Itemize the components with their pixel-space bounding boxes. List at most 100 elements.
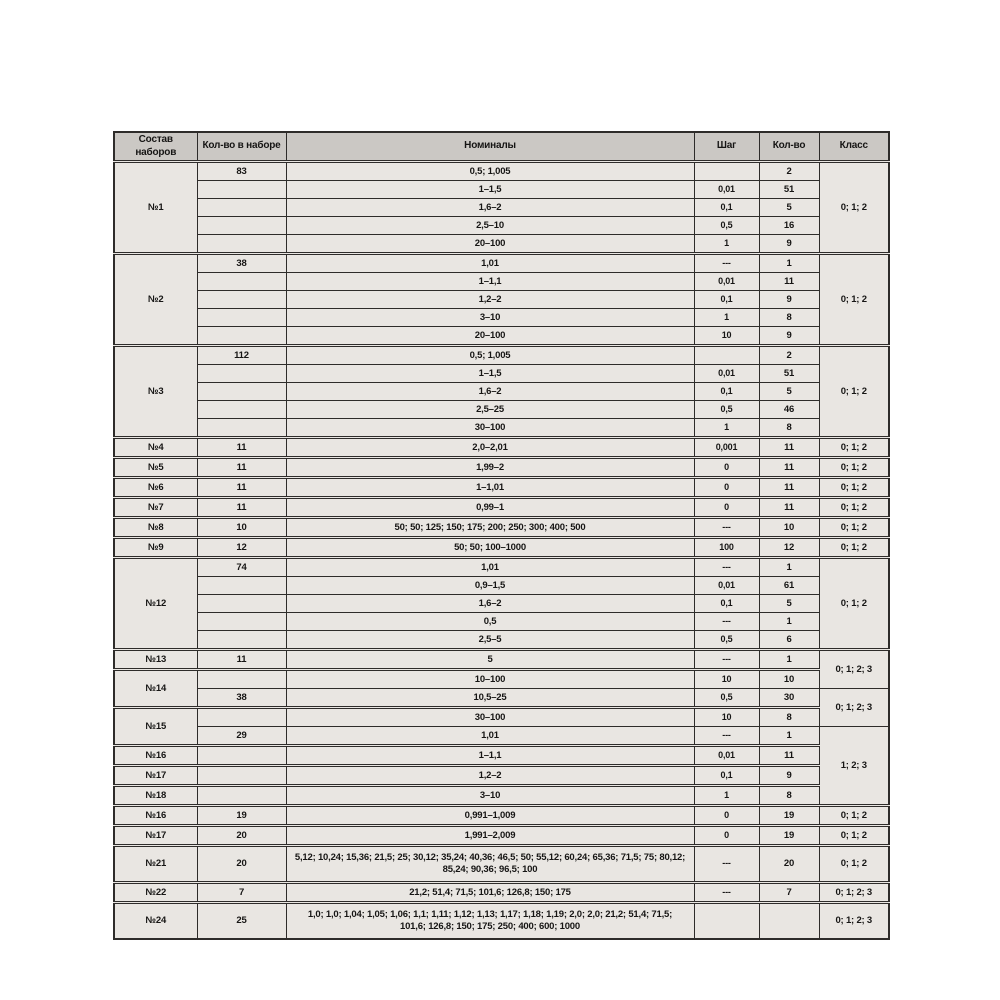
cell-step <box>693 901 760 940</box>
cell-count: 46 <box>758 400 820 419</box>
cell-count: 11 <box>758 744 820 766</box>
cell-count: 9 <box>758 234 820 254</box>
cell-qty-in-set: 20 <box>196 844 287 883</box>
table-row: №9 12 50; 50; 100–1000 100 12 0; 1; 2 <box>113 536 890 558</box>
cell-count: 5 <box>758 382 820 401</box>
cell-nominals: 30–100 <box>285 706 695 727</box>
cell-set-number: №17 <box>113 764 198 786</box>
cell-qty-in-set <box>196 290 287 309</box>
table-row: 20–100 1 9 <box>114 234 889 254</box>
cell-class: 1; 2; 3 <box>818 726 890 806</box>
cell-set-number: №3 <box>113 344 198 438</box>
cell-count: 51 <box>758 180 820 199</box>
cell-nominals: 20–100 <box>285 326 695 346</box>
cell-step: 0,1 <box>693 290 760 309</box>
cell-step: 0 <box>693 496 760 518</box>
cell-class: 0; 1; 2 <box>818 536 890 558</box>
cell-step: 0,1 <box>693 764 760 786</box>
cell-nominals: 1–1,1 <box>285 272 695 291</box>
cell-nominals: 0,5 <box>285 612 695 631</box>
table-row: 2,5–25 0,5 46 <box>114 400 889 419</box>
cell-set-number: №17 <box>113 824 198 846</box>
cell-set-number: №4 <box>113 436 198 458</box>
cell-step: 0,5 <box>693 630 760 650</box>
cell-step: 0,5 <box>693 688 760 708</box>
cell-qty-in-set: 19 <box>196 804 287 826</box>
cell-class: 0; 1; 2 <box>818 161 890 254</box>
cell-nominals: 10–100 <box>285 668 695 689</box>
table-body: №1 83 0,5; 1,005 2 0; 1; 2 1–1,5 0,01 51 1,6–2 0,… <box>113 161 890 940</box>
cell-qty-in-set: 20 <box>196 824 287 846</box>
cell-nominals: 1,01 <box>285 252 695 273</box>
cell-nominals: 1,01 <box>285 726 695 746</box>
cell-nominals: 2,5–25 <box>285 400 695 419</box>
cell-nominals: 1–1,01 <box>285 476 695 498</box>
table-row: №12 74 1,01 --- 1 0; 1; 2 <box>113 556 890 650</box>
cell-nominals: 10,5–25 <box>285 688 695 708</box>
cell-nominals: 2,0–2,01 <box>285 436 695 458</box>
cell-class: 0; 1; 2; 3 <box>818 901 890 940</box>
cell-step <box>693 344 760 365</box>
cell-class: 0; 1; 2; 3 <box>818 688 890 727</box>
table-row: №18 3–10 1 8 <box>113 784 889 806</box>
cell-step: 10 <box>693 668 760 689</box>
sets-table: Состав наборов Кол-во в наборе Номиналы … <box>113 131 890 940</box>
cell-class: 0; 1; 2 <box>818 476 890 498</box>
cell-nominals: 30–100 <box>285 418 695 438</box>
table-row: №1 83 0,5; 1,005 2 0; 1; 2 <box>113 161 890 254</box>
cell-set-number: №14 <box>113 668 198 708</box>
cell-set-number: №24 <box>113 901 198 940</box>
cell-step: 0,01 <box>693 364 760 383</box>
cell-step: 0 <box>693 804 760 826</box>
table-row: №17 20 1,991–2,009 0 19 0; 1; 2 <box>113 824 890 846</box>
cell-step: --- <box>693 516 760 538</box>
cell-step: 10 <box>693 326 760 346</box>
cell-qty-in-set <box>196 180 287 199</box>
table-row: №16 19 0,991–1,009 0 19 0; 1; 2 <box>113 804 890 826</box>
table-row: 29 1,01 --- 1 1; 2; 3 <box>114 726 890 806</box>
cell-step: 0,5 <box>693 400 760 419</box>
cell-count: 2 <box>758 344 820 365</box>
cell-count: 9 <box>758 764 820 786</box>
cell-qty-in-set <box>196 630 287 650</box>
header-row: Состав наборов Кол-во в наборе Номиналы … <box>113 131 890 163</box>
cell-count: 1 <box>758 252 820 273</box>
cell-nominals: 3–10 <box>285 784 695 806</box>
table-row: №17 1,2–2 0,1 9 <box>113 764 889 786</box>
cell-qty-in-set <box>196 198 287 217</box>
cell-count: 8 <box>758 706 820 727</box>
table-row: 20–100 10 9 <box>114 326 889 346</box>
cell-qty-in-set: 38 <box>196 252 287 273</box>
cell-count: 1 <box>758 556 820 577</box>
table-row: 0,5 --- 1 <box>114 612 889 631</box>
cell-set-number: №21 <box>113 844 198 883</box>
table-row: №3 112 0,5; 1,005 2 0; 1; 2 <box>113 344 890 438</box>
cell-step: --- <box>693 726 760 746</box>
cell-step: 0,1 <box>693 594 760 613</box>
cell-step: 100 <box>693 536 760 558</box>
cell-step: 1 <box>693 234 760 254</box>
column-header-class: Класс <box>818 131 890 163</box>
column-header-set: Состав наборов <box>113 131 198 163</box>
table-row: 30–100 1 8 <box>114 418 889 438</box>
column-header-step: Шаг <box>693 131 760 163</box>
table-row: №2 38 1,01 --- 1 0; 1; 2 <box>113 252 890 346</box>
cell-qty-in-set: 112 <box>196 344 287 365</box>
table-row: №5 11 1,99–2 0 11 0; 1; 2 <box>113 456 890 478</box>
cell-count: 5 <box>758 594 820 613</box>
cell-nominals: 21,2; 51,4; 71,5; 101,6; 126,8; 150; 175 <box>285 881 695 903</box>
cell-count: 6 <box>758 630 820 650</box>
cell-step: 1 <box>693 784 760 806</box>
cell-nominals: 1–1,1 <box>285 744 695 766</box>
cell-count: 11 <box>758 496 820 518</box>
cell-count: 1 <box>758 612 820 631</box>
cell-qty-in-set: 10 <box>196 516 287 538</box>
table-row: 1,6–2 0,1 5 <box>114 382 889 401</box>
cell-nominals: 1,2–2 <box>285 290 695 309</box>
cell-count: 9 <box>758 326 820 346</box>
cell-nominals: 0,99–1 <box>285 496 695 518</box>
cell-qty-in-set <box>196 784 287 806</box>
table-row: №22 7 21,2; 51,4; 71,5; 101,6; 126,8; 150;… <box>113 881 890 903</box>
cell-class: 0; 1; 2; 3 <box>818 648 890 689</box>
cell-count: 19 <box>758 824 820 846</box>
